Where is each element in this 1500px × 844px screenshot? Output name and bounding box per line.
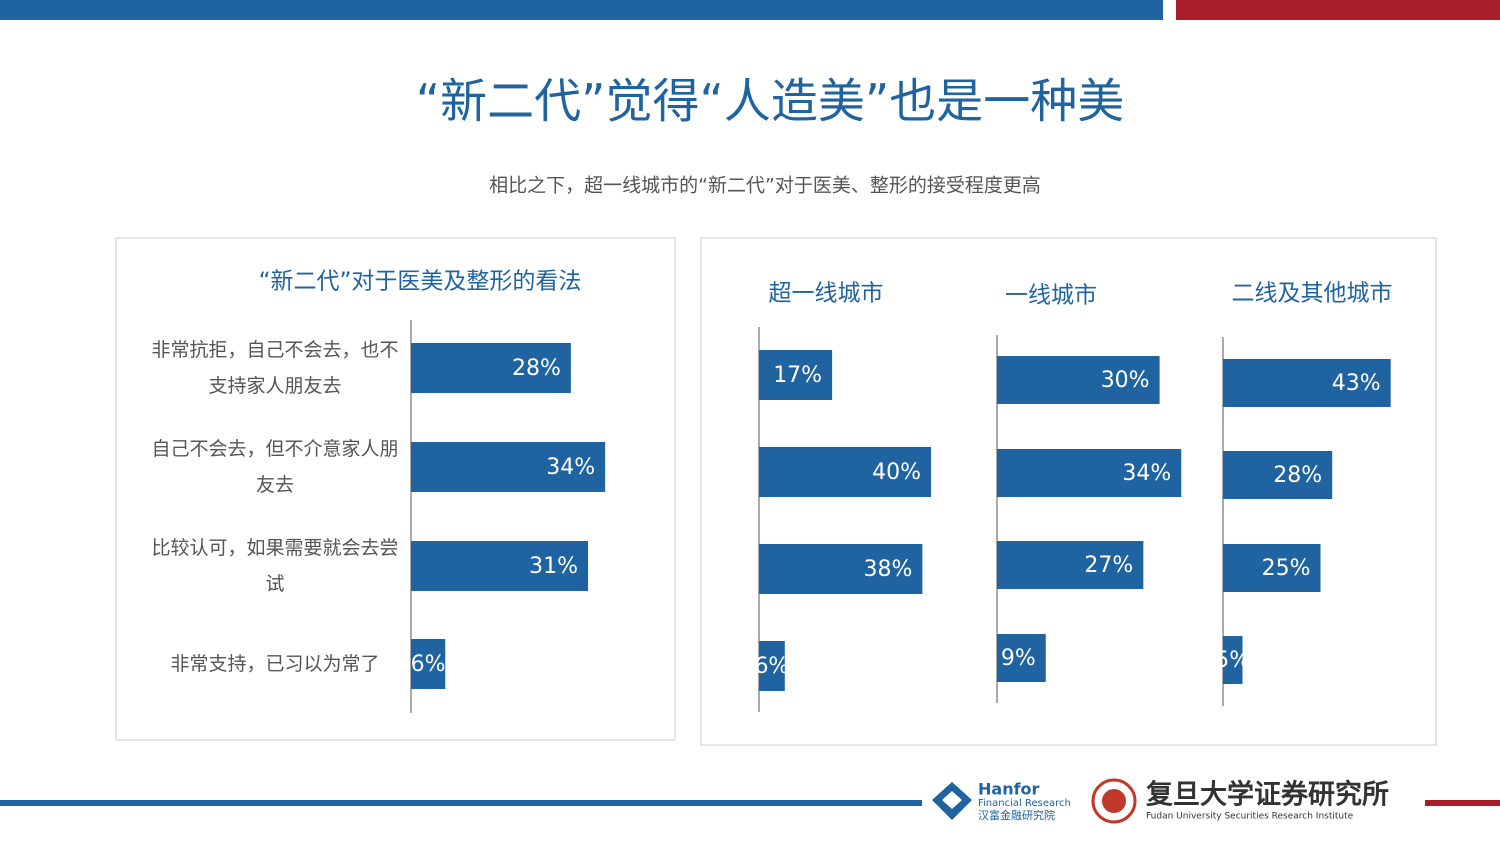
value-label: 6%: [411, 652, 446, 677]
value-label: 6%: [754, 654, 789, 679]
value-label: 30%: [1101, 368, 1150, 393]
value-label: 40%: [872, 460, 921, 485]
top-bar-red: [1176, 0, 1500, 20]
logo-text: 汉富金融研究院: [978, 808, 1055, 822]
hanfor-logo: Hanfor Financial Research 汉富金融研究院: [932, 780, 1071, 822]
chart-title: 二线及其他城市: [1232, 281, 1393, 307]
category-label: 自己不会去，但不介意家人朋友去: [151, 438, 399, 496]
slide-title: “新二代”觉得“人造美”也是一种美: [416, 75, 1124, 130]
bar: [759, 544, 923, 594]
value-label: 27%: [1084, 553, 1133, 578]
bar: [997, 356, 1160, 404]
value-label: 9%: [1001, 646, 1036, 671]
bar: [1223, 636, 1243, 684]
bar: [411, 442, 606, 492]
category-label: 比较认可，如果需要就会去尝试: [151, 537, 399, 595]
bar: [411, 343, 571, 393]
chart-title: 超一线城市: [769, 281, 884, 307]
chart-title: 一线城市: [1005, 283, 1097, 309]
slide-subtitle: 相比之下，超一线城市的“新二代”对于医美、整形的接受程度更高: [489, 175, 1041, 197]
top-bar-blue: [0, 0, 1163, 20]
bar: [1223, 544, 1321, 592]
value-label: 38%: [863, 557, 912, 582]
panel: [115, 237, 676, 741]
bottom-bar-red: [1425, 800, 1500, 806]
chart-title: “新二代”对于医美及整形的看法: [259, 269, 582, 295]
bar: [411, 541, 589, 591]
bar: [411, 639, 446, 689]
logo-text: Hanfor: [978, 780, 1040, 799]
category-label: 非常抗拒，自己不会去，也不支持家人朋友去: [151, 339, 399, 397]
value-label: 25%: [1262, 556, 1311, 581]
value-label: 34%: [1122, 461, 1171, 486]
bar: [759, 350, 833, 400]
bar: [1223, 451, 1333, 499]
panel: [700, 237, 1437, 746]
value-label: 31%: [529, 554, 578, 579]
value-label: 17%: [773, 363, 822, 388]
value-label: 43%: [1332, 371, 1381, 396]
logo-text: Fudan University Securities Research Ins…: [1146, 812, 1354, 822]
bar: [1223, 359, 1391, 407]
value-label: 28%: [512, 356, 561, 381]
logo-text: Financial Research: [978, 798, 1071, 809]
bottom-bar-blue: [0, 800, 922, 806]
bar: [997, 449, 1182, 497]
bar: [759, 447, 931, 497]
category-label: 非常支持，已习以为常了: [170, 653, 380, 675]
bar: [997, 541, 1144, 589]
value-label: 28%: [1273, 463, 1322, 488]
value-label: 34%: [546, 455, 595, 480]
bar: [997, 634, 1046, 682]
logo-text: 复旦大学证券研究所: [1146, 779, 1389, 811]
bar: [759, 641, 785, 691]
fudan-logo: 复旦大学证券研究所 Fudan University Securities Re…: [1091, 778, 1389, 824]
value-label: 5%: [1215, 648, 1250, 673]
